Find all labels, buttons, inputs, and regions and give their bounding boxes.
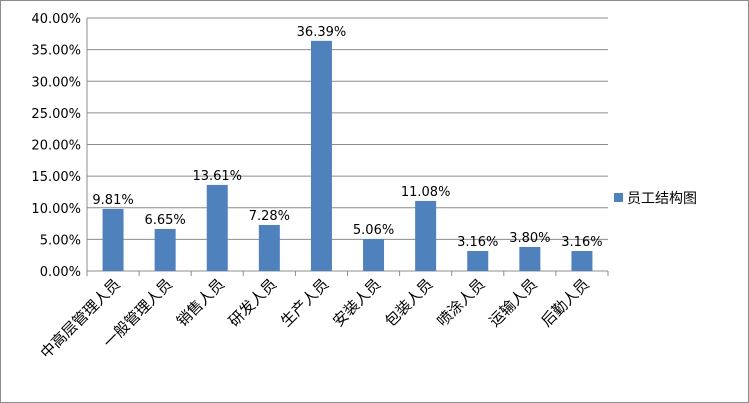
bar [258, 224, 280, 271]
bar [206, 184, 228, 271]
y-tick-label: 5.00% [40, 233, 81, 248]
data-label: 7.28% [249, 209, 290, 224]
legend-label: 员工结构图 [627, 191, 697, 207]
y-tick-label: 40.00% [31, 12, 81, 27]
data-label: 11.08% [401, 185, 451, 200]
data-label: 3.16% [561, 235, 602, 250]
x-tick-label: 喷涂人员 [433, 275, 488, 330]
bar [519, 246, 541, 271]
bar [310, 40, 332, 271]
x-tick-label: 后勤人员 [538, 275, 593, 330]
y-tick-label: 35.00% [31, 44, 81, 59]
data-label: 13.61% [192, 169, 242, 184]
bar [363, 238, 385, 271]
x-tick-label: 研发人员 [225, 275, 280, 330]
y-tick-label: 20.00% [31, 139, 81, 154]
x-tick-label: 安装人员 [329, 275, 384, 330]
y-tick-label: 0.00% [40, 265, 81, 280]
data-label: 5.06% [353, 223, 394, 238]
y-tick-label: 25.00% [31, 107, 81, 122]
data-label: 3.16% [457, 235, 498, 250]
bar [467, 251, 489, 271]
data-label: 3.80% [509, 231, 550, 246]
x-tick-label: 销售人员 [173, 275, 228, 330]
y-tick-label: 15.00% [31, 170, 81, 185]
data-label: 9.81% [92, 193, 133, 208]
y-tick-label: 10.00% [31, 202, 81, 217]
data-label: 6.65% [144, 213, 185, 228]
bar [415, 200, 437, 271]
bar [102, 208, 124, 271]
x-tick-label: 包装人员 [381, 275, 436, 330]
y-tick-label: 30.00% [31, 75, 81, 90]
x-tick-label: 运输人员 [486, 275, 541, 330]
bar [571, 251, 593, 271]
x-tick-label: 生产人员 [277, 275, 332, 330]
bar [154, 228, 176, 271]
legend-swatch [614, 193, 623, 202]
data-label: 36.39% [297, 25, 347, 40]
